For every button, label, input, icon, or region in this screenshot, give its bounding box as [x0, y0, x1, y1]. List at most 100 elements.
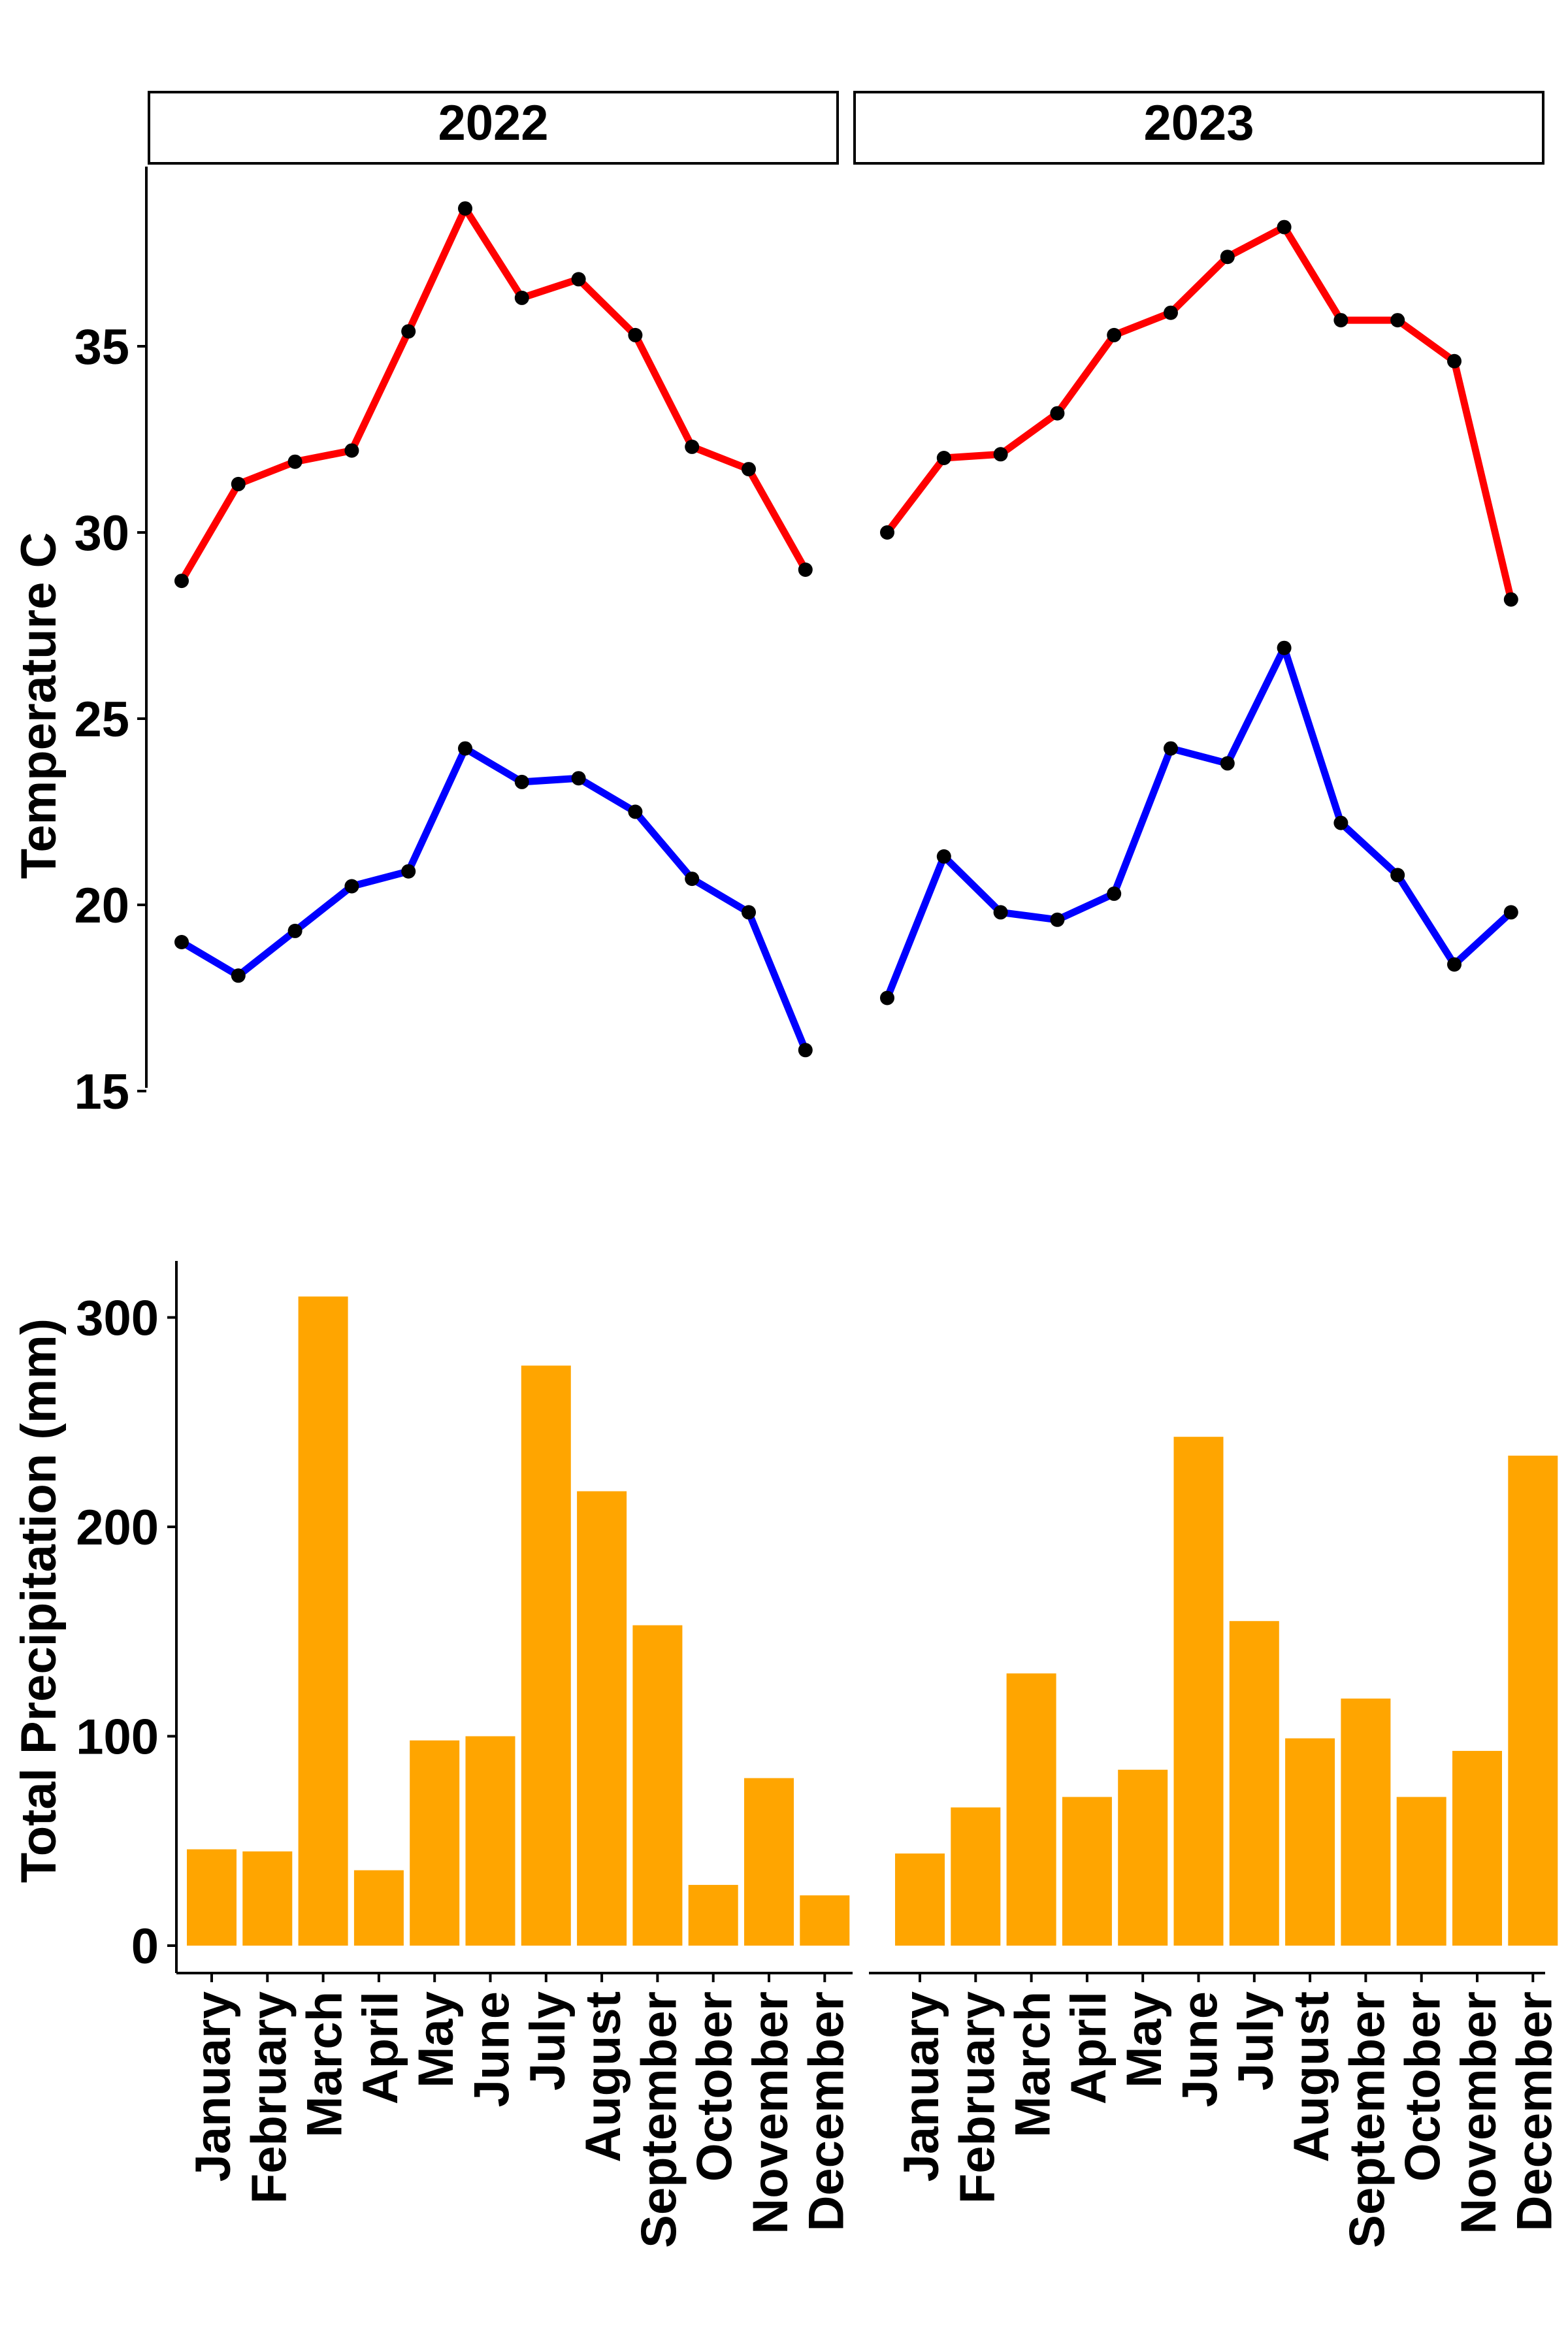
precipitation-bar-2022-september	[632, 1625, 683, 1946]
temperature-point-2023-may	[1107, 327, 1122, 342]
temperature-point-2023-august	[1277, 640, 1292, 655]
x-tick-label-2023-october: October	[1396, 1991, 1451, 2181]
temperature-y-tick-label: 35	[74, 319, 129, 375]
precipitation-bar-2023-october	[1396, 1797, 1446, 1946]
precipitation-bar-2023-july	[1229, 1621, 1279, 1946]
x-tick-label-2022-december: December	[798, 1991, 854, 2232]
temperature-point-2022-june	[458, 741, 472, 756]
temperature-y-tick-label: 25	[74, 692, 129, 747]
x-tick-label-2023-january: January	[894, 1991, 949, 2182]
temperature-point-2022-may	[401, 864, 416, 879]
precipitation-y-tick-label: 300	[76, 1291, 159, 1347]
x-tick-label-2023-july: July	[1228, 1991, 1284, 2091]
precipitation-bar-2022-may	[410, 1740, 460, 1946]
precipitation-bar-2022-april	[353, 1870, 404, 1946]
temperature-point-2023-april	[1050, 406, 1065, 421]
facet-strip-box	[853, 91, 1544, 165]
temperature-point-2022-july	[514, 290, 529, 305]
precipitation-bar-2023-september	[1341, 1698, 1391, 1946]
precipitation-bar-2022-january	[187, 1849, 237, 1946]
temperature-point-2022-may	[401, 324, 416, 339]
facet-label-2022: 2022	[438, 95, 548, 151]
precipitation-bar-2023-march	[1006, 1673, 1056, 1946]
x-tick-label-2022-september: September	[631, 1991, 687, 2248]
x-tick-label-2022-january: January	[186, 1991, 241, 2182]
temperature-point-2023-march	[993, 447, 1008, 462]
precipitation-bar-2023-january	[895, 1853, 945, 1946]
temperature-line-2023-series-2	[883, 644, 1514, 1000]
x-tick-label-2022-november: November	[743, 1991, 798, 2234]
temperature-y-tick-label: 20	[74, 878, 129, 934]
temperature-point-2023-march	[993, 905, 1008, 920]
temperature-y-tick-label: 30	[74, 506, 129, 561]
facet-label-2023: 2023	[1143, 95, 1254, 151]
x-tick-label-2023-august: August	[1284, 1991, 1339, 2163]
precipitation-bar-2022-march	[298, 1296, 348, 1946]
temperature-line-2023-series-1	[884, 223, 1515, 600]
x-tick-label-2023-april: April	[1061, 1991, 1117, 2104]
precipitation-bar-2023-february	[951, 1807, 1001, 1946]
precipitation-bar-2023-may	[1118, 1769, 1168, 1946]
temperature-point-2022-october	[685, 439, 700, 454]
temperature-point-2022-september	[628, 804, 643, 819]
temperature-series	[174, 201, 1518, 1058]
precipitation-bar-2022-february	[242, 1851, 293, 1946]
temperature-point-2023-september	[1333, 313, 1348, 328]
x-tick-label-2023-september: September	[1339, 1991, 1395, 2248]
precipitation-y-ticks: 0 100 200 300	[76, 1291, 176, 1974]
temperature-point-2023-july	[1220, 250, 1235, 265]
temperature-point-2022-january	[174, 935, 189, 949]
precipitation-y-tick-label: 200	[76, 1500, 159, 1556]
x-tick-label-2022-june: June	[465, 1991, 520, 2107]
temperature-y-axis-title: Temperature C	[11, 532, 67, 879]
precipitation-bar-2022-june	[465, 1736, 515, 1946]
precipitation-bar-2023-june	[1173, 1437, 1224, 1946]
temperature-point-2022-june	[458, 201, 472, 216]
temperature-point-2022-march	[287, 923, 302, 938]
precipitation-bar-2023-august	[1285, 1738, 1335, 1946]
temperature-point-2023-october	[1390, 868, 1405, 883]
temperature-point-2023-september	[1333, 815, 1348, 830]
precipitation-bar-2023-december	[1508, 1456, 1558, 1946]
precipitation-bar-2022-august	[577, 1491, 627, 1946]
precipitation-y-axis-title: Total Precipitation (mm)	[11, 1318, 67, 1883]
x-tick-label-2022-october: October	[687, 1991, 743, 2181]
temperature-y-ticks: 15 20 25 30 35	[74, 319, 146, 1120]
temperature-point-2022-december	[798, 563, 813, 577]
temperature-point-2022-august	[571, 771, 586, 786]
temperature-point-2022-july	[514, 774, 529, 789]
temperature-point-2023-january	[880, 525, 894, 540]
temperature-line-2022-series-1	[178, 204, 809, 583]
precipitation-bar-2022-november	[744, 1778, 794, 1946]
temperature-point-2022-april	[344, 879, 359, 894]
temperature-point-2022-august	[571, 272, 586, 287]
facet-strip-2023: 2023	[853, 91, 1544, 165]
x-tick-label-2023-march: March	[1005, 1991, 1061, 2138]
temperature-point-2022-november	[742, 462, 756, 477]
temperature-point-2023-june	[1164, 305, 1178, 320]
precipitation-bars	[187, 1296, 1558, 1946]
temperature-point-2022-october	[685, 872, 700, 887]
x-tick-label-2022-april: April	[353, 1991, 408, 2104]
x-tick-label-2023-may: May	[1117, 1991, 1172, 2088]
temperature-point-2023-august	[1277, 220, 1292, 235]
x-tick-label-2023-february: February	[949, 1991, 1005, 2204]
temperature-point-2023-july	[1220, 756, 1235, 771]
temperature-point-2023-april	[1050, 912, 1065, 927]
temperature-point-2022-march	[287, 454, 302, 469]
temperature-point-2023-june	[1164, 741, 1178, 756]
x-tick-label-2023-june: June	[1173, 1991, 1228, 2107]
temperature-point-2023-december	[1503, 905, 1518, 920]
temperature-line-2022-series-2	[180, 745, 809, 1052]
facet-strip-2022: 2022	[148, 91, 839, 165]
facet-strip-box	[148, 91, 839, 165]
precipitation-bar-2022-july	[521, 1365, 571, 1946]
precipitation-bar-2022-october	[688, 1885, 738, 1946]
precipitation-bar-2023-april	[1062, 1797, 1112, 1946]
temperature-point-2023-february	[936, 451, 951, 465]
precipitation-y-tick-label: 0	[131, 1919, 159, 1974]
temperature-point-2022-september	[628, 327, 643, 342]
temperature-y-tick-label: 15	[74, 1064, 129, 1120]
